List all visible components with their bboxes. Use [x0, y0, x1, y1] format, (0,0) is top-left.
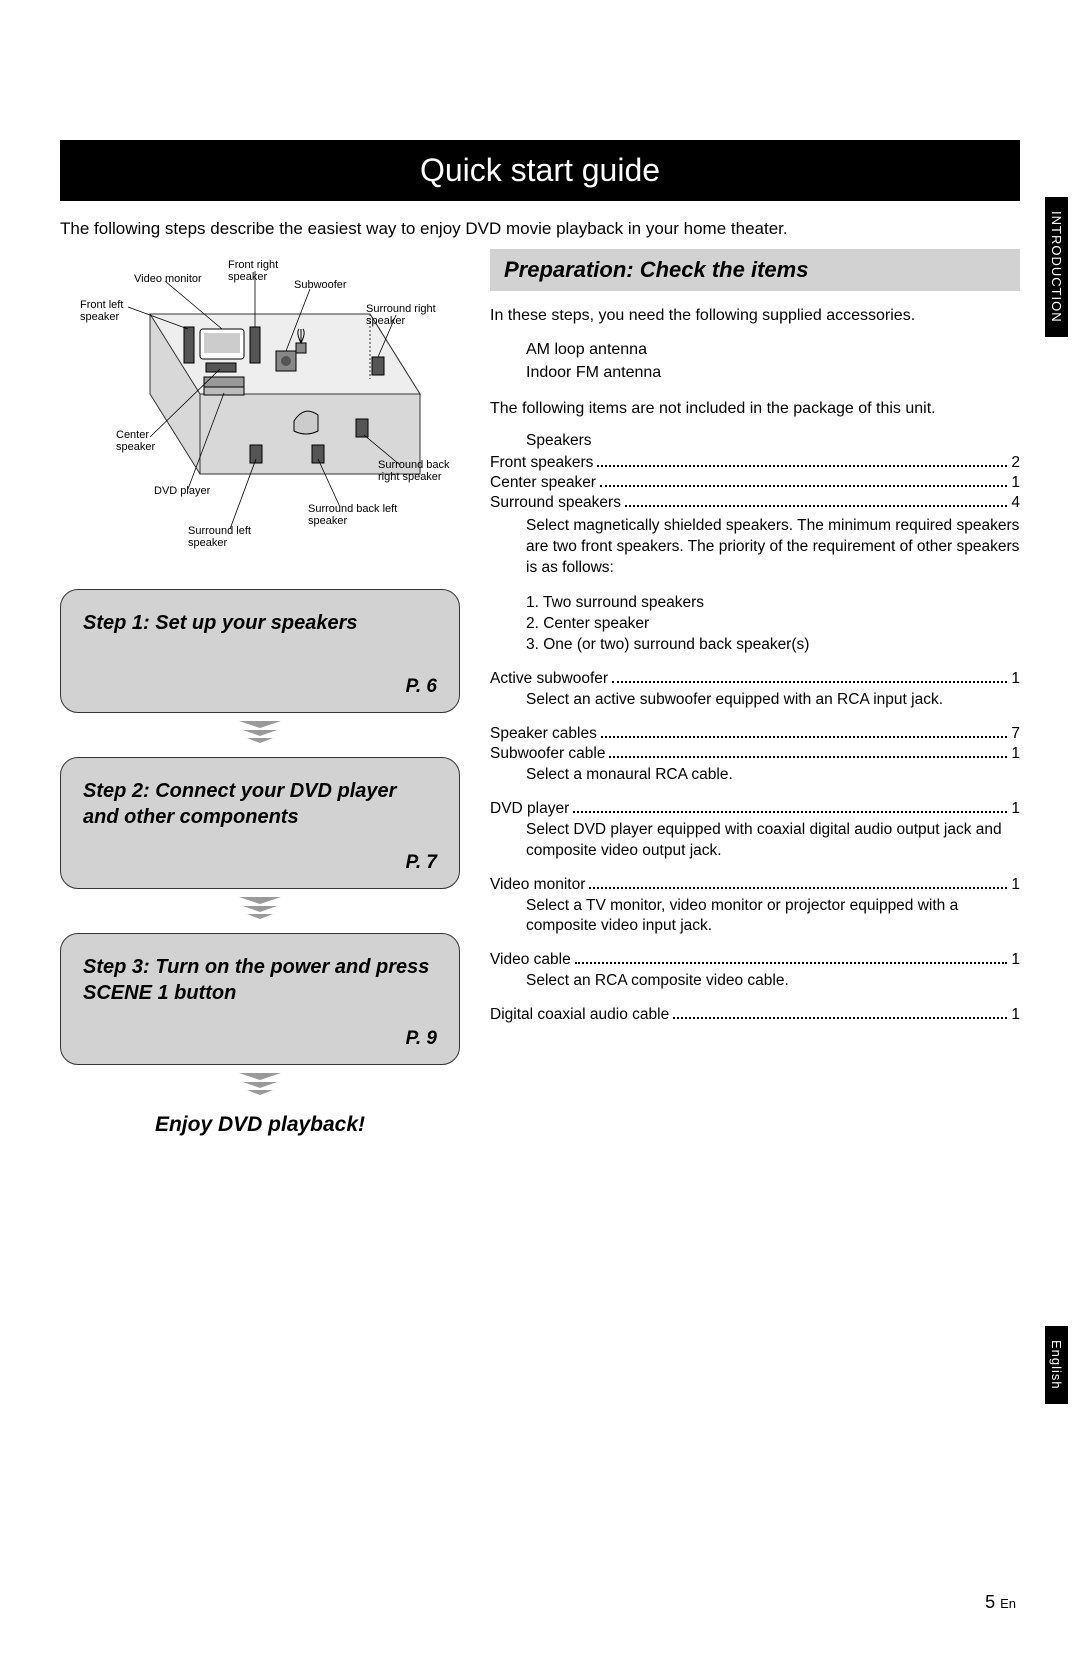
- right-column: Preparation: Check the items In these st…: [490, 249, 1020, 1137]
- item-note-subwoofer: Select an active subwoofer equipped with…: [526, 690, 1020, 711]
- row-qty: 1: [1011, 800, 1020, 818]
- not-included-intro: The following items are not included in …: [490, 398, 1020, 420]
- label-surround-left: Surround left speaker: [188, 525, 251, 549]
- page-number-value: 5: [985, 1592, 995, 1612]
- intro-text: The following steps describe the easiest…: [60, 219, 1020, 239]
- preparation-header: Preparation: Check the items: [490, 249, 1020, 291]
- row-label: Center speaker: [490, 474, 596, 492]
- item-row-speaker-cables: Speaker cables 7: [490, 725, 1020, 743]
- priority-1: 1. Two surround speakers: [526, 593, 1020, 614]
- row-label: Subwoofer cable: [490, 745, 605, 763]
- speaker-row-front: Front speakers 2: [490, 454, 1020, 472]
- item-note-subwoofer-cable: Select a monaural RCA cable.: [526, 765, 1020, 786]
- step-3-title: Step 3: Turn on the power and press SCEN…: [83, 954, 437, 1006]
- label-surround-right: Surround right speaker: [366, 303, 436, 327]
- step-box-1: Step 1: Set up your speakers P. 6: [60, 589, 460, 713]
- step-1-page: P. 6: [83, 676, 437, 698]
- page-title: Quick start guide: [60, 140, 1020, 201]
- arrow-down-icon: [239, 897, 281, 923]
- row-label: Video monitor: [490, 876, 585, 894]
- row-label: DVD player: [490, 800, 569, 818]
- label-dvd-player: DVD player: [154, 485, 210, 497]
- row-qty: 1: [1011, 474, 1020, 492]
- page-number: 5 En: [985, 1592, 1016, 1613]
- prep-intro: In these steps, you need the following s…: [490, 305, 1020, 327]
- row-qty: 2: [1011, 454, 1020, 472]
- speaker-row-center: Center speaker 1: [490, 474, 1020, 492]
- page-number-suffix: En: [1000, 1596, 1016, 1611]
- row-qty: 1: [1011, 951, 1020, 969]
- step-3-page: P. 9: [83, 1028, 437, 1050]
- row-label: Front speakers: [490, 454, 593, 472]
- step-box-2: Step 2: Connect your DVD player and othe…: [60, 757, 460, 889]
- room-diagram: Video monitor Front right speaker Front …: [80, 259, 440, 559]
- arrow-down-icon: [239, 1073, 281, 1099]
- row-qty: 7: [1011, 725, 1020, 743]
- speaker-row-surround: Surround speakers 4: [490, 494, 1020, 512]
- speakers-label: Speakers: [526, 431, 1020, 452]
- row-label: Video cable: [490, 951, 571, 969]
- row-qty: 1: [1011, 876, 1020, 894]
- item-row-monitor: Video monitor 1: [490, 876, 1020, 894]
- label-subwoofer: Subwoofer: [294, 279, 347, 291]
- arrow-down-icon: [239, 721, 281, 747]
- item-row-subwoofer-cable: Subwoofer cable 1: [490, 745, 1020, 763]
- label-front-right: Front right speaker: [228, 259, 278, 283]
- row-label: Speaker cables: [490, 725, 597, 743]
- row-qty: 1: [1011, 745, 1020, 763]
- row-qty: 1: [1011, 1006, 1020, 1024]
- item-note-video-cable: Select an RCA composite video cable.: [526, 971, 1020, 992]
- priority-3: 3. One (or two) surround back speaker(s): [526, 635, 1020, 656]
- label-surround-back-right: Surround back right speaker: [378, 459, 450, 483]
- step-box-3: Step 3: Turn on the power and press SCEN…: [60, 933, 460, 1065]
- row-qty: 4: [1011, 494, 1020, 512]
- supplied-2: Indoor FM antenna: [526, 362, 1020, 384]
- item-row-video-cable: Video cable 1: [490, 951, 1020, 969]
- item-note-dvd: Select DVD player equipped with coaxial …: [526, 820, 1020, 862]
- item-note-monitor: Select a TV monitor, video monitor or pr…: [526, 896, 1020, 938]
- label-video-monitor: Video monitor: [134, 273, 202, 285]
- label-surround-back-left: Surround back left speaker: [308, 503, 397, 527]
- speakers-note: Select magnetically shielded speakers. T…: [526, 516, 1020, 579]
- row-label: Surround speakers: [490, 494, 621, 512]
- item-row-dvd: DVD player 1: [490, 800, 1020, 818]
- row-label: Active subwoofer: [490, 670, 608, 688]
- page-content: Quick start guide The following steps de…: [0, 0, 1080, 1197]
- step-1-title: Step 1: Set up your speakers: [83, 610, 437, 636]
- row-label: Digital coaxial audio cable: [490, 1006, 669, 1024]
- item-row-coax: Digital coaxial audio cable 1: [490, 1006, 1020, 1024]
- label-front-left: Front left speaker: [80, 299, 123, 323]
- language-tab-english: English: [1045, 1326, 1068, 1404]
- left-column: Video monitor Front right speaker Front …: [60, 249, 460, 1137]
- priority-2: 2. Center speaker: [526, 614, 1020, 635]
- step-2-page: P. 7: [83, 852, 437, 874]
- item-row-subwoofer: Active subwoofer 1: [490, 670, 1020, 688]
- enjoy-text: Enjoy DVD playback!: [60, 1113, 460, 1137]
- supplied-1: AM loop antenna: [526, 339, 1020, 361]
- label-center: Center speaker: [116, 429, 155, 453]
- step-2-title: Step 2: Connect your DVD player and othe…: [83, 778, 437, 830]
- row-qty: 1: [1011, 670, 1020, 688]
